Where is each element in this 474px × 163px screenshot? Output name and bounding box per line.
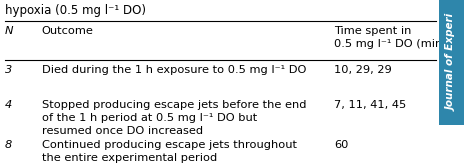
Text: 60: 60 (334, 140, 348, 150)
Text: Time spent in
0.5 mg l⁻¹ DO (min): Time spent in 0.5 mg l⁻¹ DO (min) (334, 26, 447, 49)
Text: hypoxia (0.5 mg l⁻¹ DO): hypoxia (0.5 mg l⁻¹ DO) (5, 4, 146, 17)
Text: Outcome: Outcome (42, 26, 94, 36)
Text: N: N (5, 26, 13, 36)
Text: 3: 3 (5, 65, 12, 75)
Text: 7, 11, 41, 45: 7, 11, 41, 45 (334, 100, 407, 110)
Text: Continued producing escape jets throughout
the entire experimental period: Continued producing escape jets througho… (42, 140, 297, 163)
Text: 10, 29, 29: 10, 29, 29 (334, 65, 392, 75)
Text: Stopped producing escape jets before the end
of the 1 h period at 0.5 mg l⁻¹ DO : Stopped producing escape jets before the… (42, 100, 306, 136)
Bar (439, 0, 464, 125)
Text: Journal of Experi: Journal of Experi (447, 14, 456, 111)
Text: 8: 8 (5, 140, 12, 150)
Text: 4: 4 (5, 100, 12, 110)
Text: Died during the 1 h exposure to 0.5 mg l⁻¹ DO: Died during the 1 h exposure to 0.5 mg l… (42, 65, 306, 75)
